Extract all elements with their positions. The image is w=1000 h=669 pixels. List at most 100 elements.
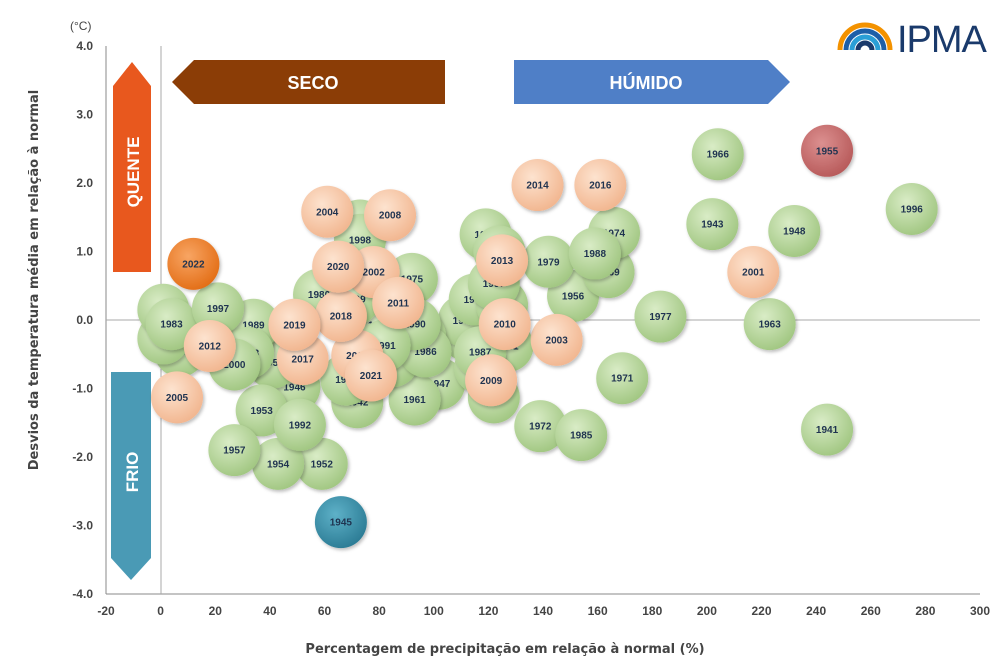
logo-text: IPMA — [897, 19, 988, 61]
data-point: 1954 — [252, 437, 305, 490]
data-point-bubble — [167, 237, 220, 290]
data-point-label: 2012 — [199, 342, 222, 353]
data-point-label: 2016 — [589, 181, 612, 192]
data-point-label: 1948 — [783, 226, 806, 237]
data-point: 1966 — [691, 128, 744, 181]
x-tick-label: 20 — [209, 604, 223, 618]
data-point-label: 1979 — [537, 257, 560, 268]
data-point: 1943 — [686, 198, 739, 251]
data-point-bubble — [727, 246, 780, 299]
data-point-label: 1986 — [414, 347, 437, 358]
data-point-label: 1946 — [283, 383, 306, 394]
data-point-bubble — [465, 354, 518, 407]
data-point-label: 2020 — [327, 262, 350, 273]
data-point-bubble — [312, 240, 365, 293]
data-point-label: 1972 — [529, 422, 552, 433]
y-tick-labels: 4.0 3.0 2.0 1.0 0.0 -1.0 -2.0 -3.0 -4.0 — [72, 39, 93, 601]
x-tick-label: 100 — [424, 604, 444, 618]
humido-arrow: HÚMIDO — [514, 60, 790, 104]
y-tick-label: 4.0 — [76, 39, 93, 53]
ipma-logo: IPMA — [837, 19, 989, 61]
data-point: 2010 — [478, 298, 531, 351]
data-point-bubble — [364, 189, 417, 242]
data-point-bubble — [511, 159, 564, 212]
humido-label: HÚMIDO — [610, 72, 683, 93]
data-point: 1961 — [388, 373, 441, 426]
x-tick-label: 260 — [861, 604, 881, 618]
data-point-label: 1985 — [570, 431, 593, 442]
data-point-label: 2008 — [379, 211, 402, 222]
data-point: 2008 — [364, 189, 417, 242]
x-tick-label: 40 — [263, 604, 277, 618]
y-unit-label: (°C) — [70, 19, 91, 33]
data-point-bubble — [885, 183, 938, 236]
x-tick-label: 160 — [588, 604, 608, 618]
quente-label: QUENTE — [124, 137, 143, 208]
data-point-bubble — [555, 409, 608, 462]
x-tick-label: 140 — [533, 604, 553, 618]
data-point: 1979 — [522, 235, 575, 288]
data-point-bubble — [151, 371, 204, 424]
data-point: 1972 — [514, 400, 567, 453]
data-point-label: 2018 — [330, 311, 353, 322]
y-tick-label: 3.0 — [76, 108, 93, 122]
data-point-label: 2010 — [494, 320, 517, 331]
data-point-label: 1950 — [261, 358, 284, 369]
data-point-label: 1971 — [611, 374, 634, 385]
data-point: 2001 — [727, 246, 780, 299]
x-tick-label: 220 — [751, 604, 771, 618]
data-point: 2009 — [465, 354, 518, 407]
data-point-label: 2002 — [363, 268, 386, 279]
x-tick-label: 240 — [806, 604, 826, 618]
data-point-label: 1942 — [346, 398, 369, 409]
data-point-label: 1974 — [603, 229, 626, 240]
data-point: 2020 — [312, 240, 365, 293]
data-point-label: 2014 — [526, 181, 549, 192]
data-point-bubble — [268, 298, 321, 351]
data-point-label: 1955 — [816, 146, 839, 157]
data-point-bubble — [514, 400, 567, 453]
data-point: 2021 — [344, 349, 397, 402]
x-tick-label: 0 — [157, 604, 164, 618]
data-point-bubble — [596, 352, 649, 405]
y-tick-label: -1.0 — [72, 382, 93, 396]
data-point-bubble — [743, 298, 796, 351]
data-point: 1957 — [208, 424, 261, 477]
data-point-bubble — [522, 235, 575, 288]
data-point-label: 1945 — [330, 518, 353, 529]
data-point-label: 2022 — [182, 259, 205, 270]
data-point-bubble — [768, 204, 821, 257]
data-point-label: 1992 — [289, 420, 312, 431]
data-point-bubble — [686, 198, 739, 251]
x-tick-label: 180 — [642, 604, 662, 618]
data-point-bubble — [295, 437, 348, 490]
data-point: 1988 — [568, 227, 621, 280]
data-point-label: 2009 — [480, 376, 503, 387]
data-point-label: 1957 — [223, 446, 246, 457]
data-point-label: 2004 — [316, 207, 339, 218]
data-point: 1977 — [634, 290, 687, 343]
seco-label: SECO — [287, 73, 338, 93]
data-point: 2005 — [151, 371, 204, 424]
data-point: 1971 — [596, 352, 649, 405]
data-point-bubble — [691, 128, 744, 181]
data-point-label: 1990 — [404, 320, 427, 331]
data-point-label: 1953 — [251, 406, 274, 417]
data-point-label: 1977 — [649, 312, 672, 323]
x-tick-label: 60 — [318, 604, 332, 618]
data-point-bubble — [301, 185, 354, 238]
data-point-label: 1943 — [701, 220, 724, 231]
data-point-label: 1947 — [428, 379, 451, 390]
data-point-label: 1996 — [901, 205, 924, 216]
data-point-bubble — [568, 227, 621, 280]
data-point-label: 1963 — [759, 320, 782, 331]
data-point-label: 1988 — [584, 249, 607, 260]
data-point: 2003 — [530, 313, 583, 366]
data-point-bubble — [252, 437, 305, 490]
data-point-label: 1991 — [373, 341, 396, 352]
x-tick-label: -20 — [97, 604, 115, 618]
y-tick-label: 1.0 — [76, 245, 93, 259]
data-point: 2014 — [511, 159, 564, 212]
data-point-label: 2021 — [360, 371, 383, 382]
data-point: 2018 — [314, 289, 367, 342]
